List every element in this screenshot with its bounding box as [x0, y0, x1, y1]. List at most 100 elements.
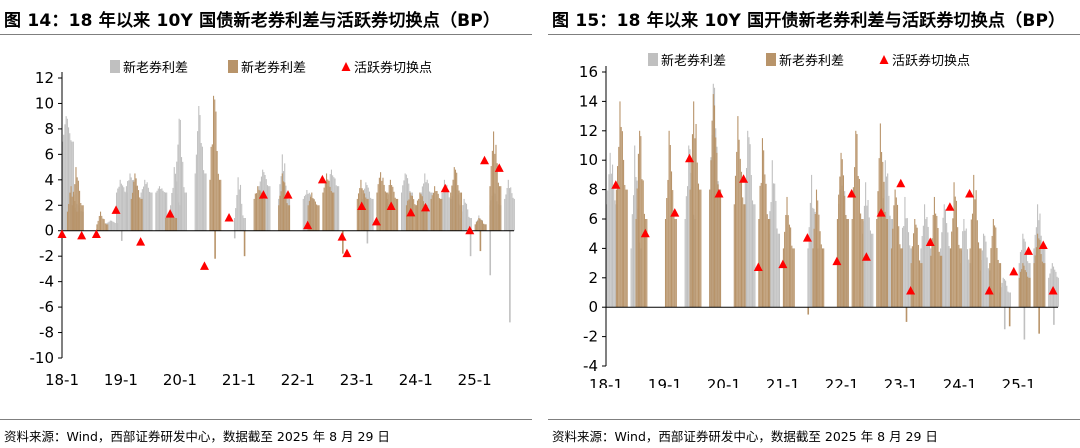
brown-spread-bar — [958, 244, 960, 308]
gray-spread-bar — [63, 134, 65, 231]
gray-spread-bar — [236, 195, 238, 231]
gray-spread-bar — [114, 222, 116, 231]
brown-spread-bar — [76, 177, 78, 231]
brown-spread-bar — [324, 180, 326, 231]
gray-spread-bar — [948, 245, 950, 308]
source-rule — [0, 419, 532, 420]
source-note: 资料来源：Wind，西部证券研发中心，数据截至 2025 年 8 月 29 日 — [4, 429, 390, 444]
brown-spread-bar — [262, 197, 264, 231]
brown-spread-bar — [438, 198, 440, 231]
brown-spread-bar — [693, 101, 695, 308]
brown-spread-bar — [457, 185, 459, 231]
gray-spread-bar — [442, 189, 444, 231]
gray-spread-bar — [62, 141, 64, 231]
gray-spread-bar — [156, 190, 158, 231]
gray-spread-bar — [166, 192, 168, 231]
brown-spread-bar — [668, 130, 670, 308]
brown-spread-bar — [862, 219, 864, 308]
gray-spread-bar — [302, 198, 304, 231]
gray-spread-bar — [1006, 285, 1008, 308]
brown-spread-bar — [690, 161, 692, 308]
gray-spread-bar — [243, 218, 245, 231]
gray-spread-bar — [336, 186, 338, 231]
brown-spread-bar — [82, 205, 84, 231]
gray-spread-bar — [753, 204, 755, 308]
gray-spread-bar — [269, 186, 271, 231]
brown-spread-bar — [282, 181, 285, 231]
brown-spread-bar — [861, 219, 863, 308]
gray-spread-bar — [776, 228, 778, 308]
brown-spread-bar — [69, 192, 71, 231]
brown-spread-bar — [635, 219, 637, 308]
bars-layer — [62, 95, 515, 323]
brown-spread-bar — [844, 195, 846, 308]
brown-spread-bar — [217, 173, 219, 231]
brown-spread-bar — [782, 248, 784, 308]
gray-spread-bar — [173, 167, 175, 231]
brown-spread-bar — [286, 203, 288, 231]
x-tick-label: 24-1 — [399, 371, 433, 388]
brown-spread-bar — [785, 214, 787, 308]
brown-spread-bar — [841, 159, 843, 308]
brown-spread-bar — [670, 171, 673, 308]
gray-spread-bar — [462, 205, 464, 231]
brown-spread-bar — [852, 187, 854, 308]
gray-spread-bar — [129, 173, 131, 231]
gray-spread-bar — [1048, 277, 1050, 308]
chart-panel-15: 图 15：18 年以来 10Y 国开债新老券利差与活跃券切换点（BP） -4 -2… — [548, 0, 1080, 448]
y-tick-label: -4 — [583, 357, 598, 375]
brown-spread-bar — [1021, 269, 1023, 308]
brown-spread-bar — [786, 196, 788, 308]
switch-point-marker — [847, 189, 857, 198]
brown-spread-bar — [214, 99, 216, 231]
gray-spread-bar — [947, 232, 949, 308]
brown-spread-bar — [952, 218, 954, 308]
brown-spread-bar — [857, 175, 859, 308]
brown-spread-bar — [691, 134, 694, 308]
brown-spread-bar — [377, 184, 379, 231]
gray-spread-bar-negative — [120, 230, 123, 241]
brown-spread-bar — [394, 197, 396, 231]
gray-spread-bar — [775, 200, 777, 308]
gray-spread-bar — [608, 174, 610, 308]
gray-spread-bar — [195, 154, 197, 231]
brown-spread-bar — [643, 213, 645, 308]
chart-title: 图 15：18 年以来 10Y 国开债新老券利差与活跃券切换点（BP） — [552, 11, 1066, 31]
y-tick-label: 8 — [588, 181, 598, 199]
brown-spread-bar — [917, 244, 919, 308]
gray-spread-bar — [467, 209, 469, 231]
brown-spread-bar — [996, 247, 998, 308]
switch-point-marker — [283, 190, 293, 199]
gray-spread-bar — [158, 186, 161, 231]
gray-spread-bar — [125, 186, 127, 231]
y-tick-label: 8 — [44, 120, 54, 138]
gray-spread-bar — [405, 174, 407, 231]
brown-spread-bar — [381, 180, 383, 231]
gray-spread-bar — [120, 183, 122, 231]
gray-spread-bar — [777, 233, 779, 308]
legend: 新老券利差 新老券利差 活跃券切换点 — [110, 60, 432, 76]
brown-spread-bar — [977, 242, 980, 308]
brown-spread-bar — [899, 244, 901, 308]
gray-spread-bar — [127, 181, 129, 231]
brown-spread-bar — [211, 144, 213, 231]
gray-spread-bar — [904, 196, 906, 308]
brown-spread-bar — [767, 219, 769, 308]
brown-spread-bar — [669, 145, 671, 308]
brown-spread-bar — [637, 153, 639, 308]
x-tick-label: 22-1 — [281, 371, 315, 388]
y-tick-label: 2 — [44, 196, 54, 214]
brown-spread-bar — [898, 226, 900, 308]
chart-14-plot: -10 -8 -6 -4 -2 0 2 4 6 8 10 12 18-1 19-1 20-1 21-1 22-1… — [30, 60, 515, 388]
gray-spread-bar-negative — [469, 230, 472, 257]
brown-spread-bar — [1044, 263, 1046, 308]
brown-spread-bar — [1018, 277, 1020, 308]
brown-spread-bar — [764, 174, 766, 308]
y-tick-label: 4 — [44, 171, 54, 189]
brown-spread-bar — [709, 189, 711, 308]
brown-spread-bar — [936, 215, 938, 308]
gray-spread-bar — [869, 230, 871, 308]
brown-spread-bar — [169, 212, 172, 231]
y-tick-label: 12 — [579, 122, 598, 140]
brown-spread-bar — [366, 198, 368, 231]
